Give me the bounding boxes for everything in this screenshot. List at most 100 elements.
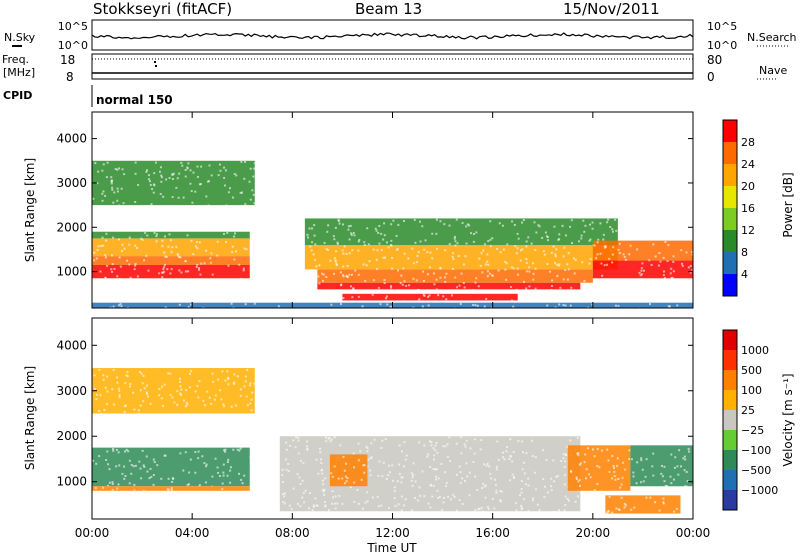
power-band bbox=[92, 256, 250, 265]
velocity-gap-pixel bbox=[214, 457, 217, 460]
velocity-gap-pixel bbox=[139, 389, 142, 392]
velocity-gap-pixel bbox=[302, 462, 305, 465]
power-gap-pixel bbox=[189, 303, 192, 306]
power-ylabel: Slant Range [km] bbox=[23, 158, 37, 262]
power-gap-pixel bbox=[546, 236, 549, 239]
power-gap-pixel bbox=[150, 203, 153, 206]
velocity-band bbox=[92, 447, 250, 487]
colorbar-swatch bbox=[723, 370, 737, 390]
power-gap-pixel bbox=[537, 224, 540, 227]
power-gap-pixel bbox=[556, 274, 559, 277]
velocity-gap-pixel bbox=[98, 455, 101, 458]
power-gap-pixel bbox=[136, 275, 139, 278]
velocity-gap-pixel bbox=[116, 376, 119, 379]
power-gap-pixel bbox=[341, 249, 344, 252]
power-gap-pixel bbox=[129, 276, 132, 279]
power-gap-pixel bbox=[444, 249, 447, 252]
power-gap-pixel bbox=[689, 271, 692, 274]
power-gap-pixel bbox=[534, 267, 537, 270]
velocity-gap-pixel bbox=[569, 439, 572, 442]
freq-label-line2: [MHz] bbox=[3, 66, 35, 79]
velocity-gap-pixel bbox=[111, 483, 114, 486]
velocity-gap-pixel bbox=[630, 508, 633, 511]
power-gap-pixel bbox=[423, 248, 426, 251]
velocity-gap-pixel bbox=[398, 472, 401, 475]
velocity-gap-pixel bbox=[501, 451, 504, 454]
velocity-gap-pixel bbox=[677, 473, 680, 476]
velocity-gap-pixel bbox=[435, 441, 438, 444]
velocity-gap-pixel bbox=[620, 483, 623, 486]
power-gap-pixel bbox=[119, 303, 122, 306]
power-gap-pixel bbox=[110, 268, 113, 271]
power-gap-pixel bbox=[152, 191, 155, 194]
power-gap-pixel bbox=[475, 231, 478, 234]
velocity-gap-pixel bbox=[285, 468, 288, 471]
power-gap-pixel bbox=[199, 183, 202, 186]
power-gap-pixel bbox=[439, 276, 442, 279]
power-gap-pixel bbox=[570, 286, 573, 289]
velocity-gap-pixel bbox=[284, 458, 287, 461]
power-gap-pixel bbox=[460, 272, 463, 275]
power-gap-pixel bbox=[639, 274, 642, 277]
velocity-gap-pixel bbox=[499, 499, 502, 502]
velocity-gap-pixel bbox=[389, 471, 392, 474]
velocity-gap-pixel bbox=[163, 383, 166, 386]
power-gap-pixel bbox=[602, 233, 605, 236]
power-gap-pixel bbox=[253, 162, 256, 165]
power-gap-pixel bbox=[472, 303, 475, 306]
velocity-gap-pixel bbox=[179, 393, 182, 396]
power-gap-pixel bbox=[178, 172, 181, 175]
power-gap-pixel bbox=[167, 245, 170, 248]
velocity-gap-pixel bbox=[315, 504, 318, 507]
power-gap-pixel bbox=[534, 287, 537, 290]
power-gap-pixel bbox=[558, 263, 561, 266]
power-gap-pixel bbox=[454, 235, 457, 238]
velocity-gap-pixel bbox=[515, 502, 518, 505]
power-gap-pixel bbox=[421, 225, 424, 228]
power-gap-pixel bbox=[363, 241, 366, 244]
power-gap-pixel bbox=[159, 166, 162, 169]
velocity-gap-pixel bbox=[645, 458, 648, 461]
velocity-gap-pixel bbox=[524, 483, 527, 486]
power-gap-pixel bbox=[371, 293, 374, 296]
velocity-gap-pixel bbox=[432, 447, 435, 450]
colorbar-swatch bbox=[723, 208, 737, 230]
velocity-gap-pixel bbox=[297, 439, 300, 442]
x-tick-label: 12:00 bbox=[375, 526, 410, 540]
power-gap-pixel bbox=[572, 257, 575, 260]
power-gap-pixel bbox=[617, 248, 620, 251]
velocity-gap-pixel bbox=[249, 402, 252, 405]
power-gap-pixel bbox=[510, 299, 513, 302]
power-gap-pixel bbox=[177, 254, 180, 257]
velocity-gap-pixel bbox=[430, 444, 433, 447]
velocity-gap-pixel bbox=[124, 474, 127, 477]
velocity-gap-pixel bbox=[576, 495, 579, 498]
velocity-gap-pixel bbox=[652, 452, 655, 455]
velocity-gap-pixel bbox=[662, 497, 665, 500]
velocity-gap-pixel bbox=[566, 445, 569, 448]
velocity-gap-pixel bbox=[229, 466, 232, 469]
power-gap-pixel bbox=[577, 240, 580, 243]
power-gap-pixel bbox=[155, 235, 158, 238]
power-gap-pixel bbox=[462, 281, 465, 284]
power-gap-pixel bbox=[216, 254, 219, 257]
power-gap-pixel bbox=[504, 261, 507, 264]
velocity-gap-pixel bbox=[641, 468, 644, 471]
velocity-gap-pixel bbox=[227, 383, 230, 386]
power-gap-pixel bbox=[125, 259, 128, 262]
colorbar-frame bbox=[722, 119, 738, 297]
velocity-gap-pixel bbox=[473, 511, 476, 514]
velocity-gap-pixel bbox=[632, 471, 635, 474]
power-gap-pixel bbox=[437, 294, 440, 297]
velocity-gap-pixel bbox=[134, 464, 137, 467]
power-gap-pixel bbox=[194, 190, 197, 193]
velocity-band bbox=[605, 495, 681, 514]
power-gap-pixel bbox=[451, 268, 454, 271]
power-gap-pixel bbox=[525, 258, 528, 261]
power-gap-pixel bbox=[350, 233, 353, 236]
velocity-gap-pixel bbox=[309, 492, 312, 495]
velocity-gap-pixel bbox=[429, 466, 432, 469]
velocity-gap-pixel bbox=[640, 481, 643, 484]
velocity-gap-pixel bbox=[560, 460, 563, 463]
power-gap-pixel bbox=[223, 184, 226, 187]
